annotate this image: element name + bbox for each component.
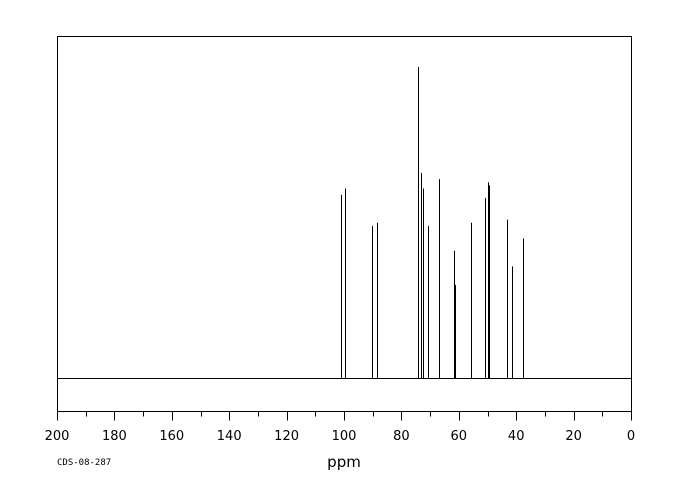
peaks-layer [341,67,524,379]
x-axis-ticks [57,411,632,421]
tick-label-0: 0 [627,429,635,444]
tick-label-60: 60 [451,429,468,444]
tick-label-200: 200 [45,429,70,444]
plot-frame [57,36,632,412]
tick-label-80: 80 [393,429,410,444]
tick-label-160: 160 [159,429,184,444]
tick-label-140: 140 [217,429,242,444]
tick-label-180: 180 [102,429,127,444]
x-axis-title: ppm [327,453,361,471]
tick-label-100: 100 [332,429,357,444]
tick-label-120: 120 [274,429,299,444]
x-axis-tick-labels: 200 180 160 140 120 100 80 60 40 20 0 [45,429,636,444]
spectrum-id-footnote: CDS-08-287 [57,458,111,468]
tick-label-40: 40 [508,429,525,444]
tick-label-20: 20 [565,429,582,444]
